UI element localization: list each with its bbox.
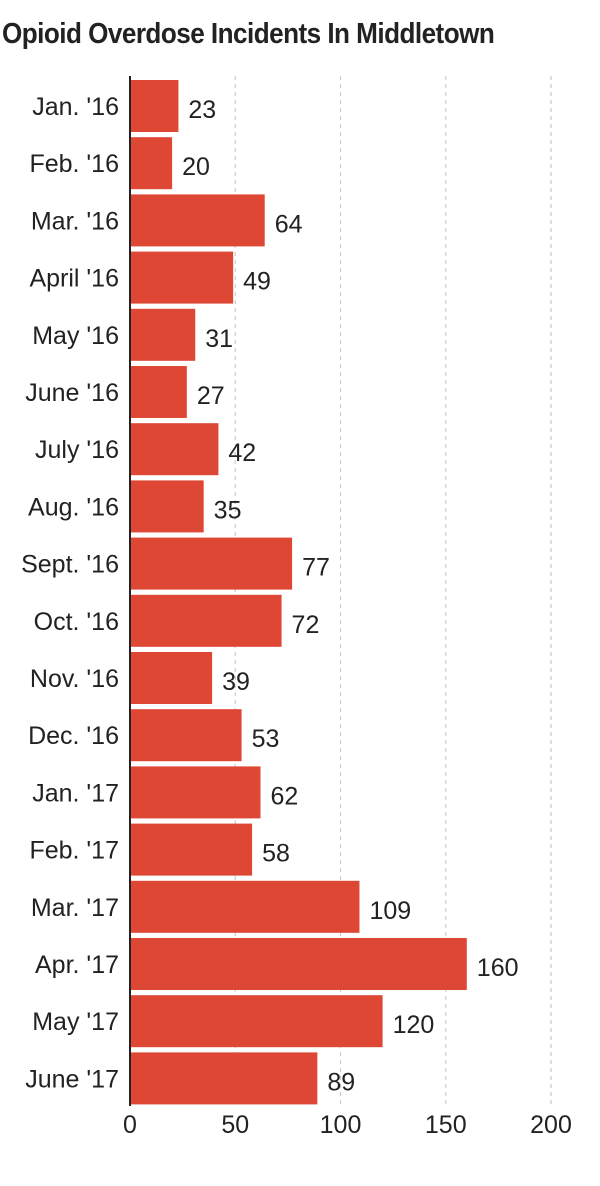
data-label: 160 <box>477 954 519 982</box>
category-label: April '16 <box>29 265 119 293</box>
bar <box>130 709 242 762</box>
x-tick-label: 200 <box>530 1111 572 1139</box>
bar <box>130 594 282 647</box>
data-label: 109 <box>369 897 411 925</box>
data-label: 53 <box>252 725 280 753</box>
x-tick-label: 100 <box>320 1111 362 1139</box>
bars <box>130 80 467 1105</box>
category-label: Feb. '16 <box>29 150 119 178</box>
category-label: June '17 <box>25 1065 119 1093</box>
bar <box>130 366 187 418</box>
data-label: 31 <box>205 325 233 353</box>
data-label: 120 <box>393 1011 435 1039</box>
category-label: Oct. '16 <box>34 608 119 636</box>
data-label: 77 <box>302 554 330 582</box>
data-label: 23 <box>188 96 216 124</box>
category-label: Mar. '17 <box>31 894 119 922</box>
category-label: May '17 <box>32 1008 119 1036</box>
category-label: Jan. '17 <box>32 779 119 807</box>
data-label: 64 <box>275 210 303 238</box>
category-label: Dec. '16 <box>28 722 119 750</box>
data-label: 27 <box>197 382 225 410</box>
category-label: July '16 <box>35 436 119 464</box>
category-label: June '16 <box>25 379 119 407</box>
x-tick-label: 50 <box>221 1111 249 1139</box>
data-label: 42 <box>228 439 256 467</box>
bar <box>130 995 383 1048</box>
bar <box>130 938 467 990</box>
category-label: Mar. '16 <box>31 207 119 235</box>
data-label: 35 <box>214 496 242 524</box>
chart-title: Opioid Overdose Incidents In Middletown <box>2 18 495 50</box>
data-label: 49 <box>243 268 271 296</box>
data-label: 62 <box>271 782 299 810</box>
category-label: Nov. '16 <box>30 665 119 693</box>
data-label: 89 <box>327 1068 355 1096</box>
category-label: Aug. '16 <box>28 493 119 521</box>
category-label: May '16 <box>32 322 119 350</box>
bar <box>130 823 253 876</box>
bar <box>130 423 219 476</box>
category-label: Apr. '17 <box>35 951 119 979</box>
bar <box>130 880 360 933</box>
labels: Jan. '16 23 Feb. '16 20 Mar. '16 64 April '16 4… <box>21 93 518 1096</box>
x-tick-label: 0 <box>123 1111 137 1139</box>
bar <box>130 137 173 190</box>
bar <box>130 766 261 819</box>
data-label: 39 <box>222 668 250 696</box>
axes: 0 50 100 150 200 <box>123 76 572 1139</box>
category-label: Feb. '17 <box>29 837 119 865</box>
bar <box>130 537 293 590</box>
gridlines <box>234 76 552 1106</box>
bar <box>130 652 213 704</box>
category-label: Jan. '16 <box>32 93 119 121</box>
bar <box>130 308 196 361</box>
bar <box>130 480 204 533</box>
bar <box>130 194 265 247</box>
category-label: Sept. '16 <box>21 551 119 579</box>
data-label: 72 <box>292 611 320 639</box>
data-label: 58 <box>262 840 290 868</box>
data-label: 20 <box>182 153 210 181</box>
bar <box>130 251 234 304</box>
bar <box>130 1052 318 1105</box>
x-tick-label: 150 <box>425 1111 467 1139</box>
bar <box>130 80 179 132</box>
